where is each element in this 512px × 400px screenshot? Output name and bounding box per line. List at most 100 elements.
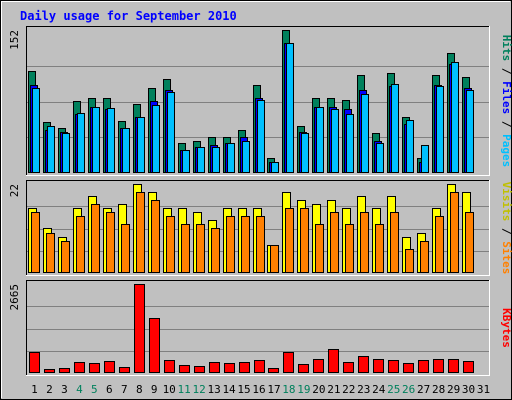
bar-pages-day-11 bbox=[182, 150, 190, 173]
bar-pages-day-30 bbox=[466, 90, 474, 173]
x-tick-label-day-16: 16 bbox=[252, 383, 265, 396]
x-tick-label-day-5: 5 bbox=[91, 383, 98, 396]
bar-kbytes-day-8 bbox=[134, 284, 145, 373]
side-legend-label: Hits / Files / Pages bbox=[500, 35, 512, 168]
x-tick-label-day-15: 15 bbox=[237, 383, 250, 396]
x-tick-label-day-29: 29 bbox=[447, 383, 460, 396]
bar-sites-day-14 bbox=[226, 216, 235, 273]
bar-pages-day-9 bbox=[152, 105, 160, 173]
bar-kbytes-day-3 bbox=[59, 368, 70, 373]
bar-pages-day-23 bbox=[361, 94, 369, 173]
bar-sites-day-18 bbox=[285, 208, 294, 273]
x-tick-label-day-27: 27 bbox=[417, 383, 430, 396]
bar-kbytes-day-30 bbox=[463, 361, 474, 373]
x-axis-labels: 1 2 3 4 5 6 7 8 9 10 11 12 13 14 15 16 17 18 19 20 21 22 23 24 2… bbox=[31, 383, 490, 396]
bar-kbytes-day-13 bbox=[209, 362, 220, 373]
bar-kbytes-day-1 bbox=[29, 352, 40, 373]
x-tick-label-day-1: 1 bbox=[31, 383, 38, 396]
side-legend-part: Visits bbox=[500, 182, 512, 222]
bar-sites-day-12 bbox=[196, 224, 205, 273]
bar-kbytes-day-20 bbox=[313, 359, 324, 373]
bar-pages-day-3 bbox=[62, 133, 70, 173]
bar-sites-day-24 bbox=[375, 224, 384, 273]
bar-sites-day-25 bbox=[390, 212, 399, 273]
bar-kbytes-day-11 bbox=[179, 365, 190, 373]
bar-pages-day-13 bbox=[212, 147, 220, 173]
bar-kbytes-day-21 bbox=[328, 349, 339, 373]
bar-pages-day-2 bbox=[47, 126, 55, 173]
bar-kbytes-day-2 bbox=[44, 369, 55, 373]
x-tick-label-day-30: 30 bbox=[462, 383, 475, 396]
side-legend-part: Hits bbox=[500, 35, 512, 62]
bar-sites-day-3 bbox=[61, 241, 70, 273]
x-tick-label-day-26: 26 bbox=[402, 383, 415, 396]
side-legend-part: Pages bbox=[500, 134, 512, 167]
bar-sites-day-20 bbox=[315, 224, 324, 273]
panel-visits-sites: 22 Visits / Sites bbox=[8, 180, 512, 276]
x-tick-label-day-8: 8 bbox=[136, 383, 143, 396]
x-tick-label-day-3: 3 bbox=[61, 383, 68, 396]
x-tick-label-day-25: 25 bbox=[387, 383, 400, 396]
side-legend-label: Visits / Sites bbox=[500, 182, 512, 275]
bar-pages-day-25 bbox=[391, 84, 399, 173]
bar-pages-day-5 bbox=[92, 107, 100, 173]
bar-kbytes-day-29 bbox=[448, 359, 459, 373]
side-legend-part: KBytes bbox=[500, 308, 512, 348]
bar-sites-day-4 bbox=[76, 216, 85, 273]
bar-sites-day-28 bbox=[435, 216, 444, 273]
x-tick-label-day-18: 18 bbox=[282, 383, 295, 396]
bar-sites-day-15 bbox=[241, 216, 250, 273]
bar-sites-day-7 bbox=[121, 224, 130, 273]
bar-kbytes-day-22 bbox=[343, 362, 354, 373]
panel-hits-files-pages: 152 Hits / Files / Pages bbox=[8, 26, 512, 176]
bar-kbytes-day-14 bbox=[224, 363, 235, 373]
bar-kbytes-day-12 bbox=[194, 366, 205, 373]
x-tick-label-day-9: 9 bbox=[151, 383, 158, 396]
bar-pages-day-15 bbox=[242, 141, 250, 173]
x-tick-label-day-20: 20 bbox=[312, 383, 325, 396]
bar-sites-day-2 bbox=[46, 233, 55, 273]
bar-kbytes-day-25 bbox=[388, 360, 399, 373]
bar-sites-day-27 bbox=[420, 241, 429, 273]
bar-kbytes-day-18 bbox=[283, 352, 294, 373]
bar-pages-day-12 bbox=[197, 147, 205, 173]
x-tick-label-day-13: 13 bbox=[207, 383, 220, 396]
bar-sites-day-22 bbox=[345, 224, 354, 273]
x-tick-label-day-21: 21 bbox=[327, 383, 340, 396]
side-legend-label: KBytes bbox=[500, 308, 512, 348]
bar-sites-day-13 bbox=[211, 228, 220, 273]
side-legend-part: Files bbox=[500, 81, 512, 114]
y-max-label: 2665 bbox=[8, 284, 21, 311]
x-tick-label-day-7: 7 bbox=[121, 383, 128, 396]
bar-sites-day-26 bbox=[405, 249, 414, 273]
bar-pages-day-22 bbox=[346, 114, 354, 173]
bar-pages-day-24 bbox=[376, 143, 384, 173]
bar-kbytes-day-23 bbox=[358, 356, 369, 373]
bar-pages-day-8 bbox=[137, 117, 145, 173]
bar-kbytes-day-28 bbox=[433, 359, 444, 373]
bar-pages-day-4 bbox=[77, 113, 85, 173]
bar-sites-day-1 bbox=[31, 212, 40, 273]
y-max-label: 22 bbox=[8, 184, 21, 197]
bar-sites-day-23 bbox=[360, 212, 369, 273]
bar-kbytes-day-9 bbox=[149, 318, 160, 373]
bar-pages-day-21 bbox=[331, 109, 339, 173]
x-tick-label-day-22: 22 bbox=[342, 383, 355, 396]
x-tick-label-day-17: 17 bbox=[267, 383, 280, 396]
x-tick-label-day-6: 6 bbox=[106, 383, 113, 396]
x-tick-label-day-24: 24 bbox=[372, 383, 386, 396]
x-tick-label-day-2: 2 bbox=[46, 383, 53, 396]
bar-pages-day-14 bbox=[227, 143, 235, 173]
x-tick-label-day-14: 14 bbox=[222, 383, 236, 396]
bar-pages-day-27 bbox=[421, 145, 429, 173]
bar-kbytes-day-5 bbox=[89, 363, 100, 373]
side-legend-part: / bbox=[500, 61, 512, 81]
bar-sites-day-9 bbox=[151, 200, 160, 273]
bar-pages-day-20 bbox=[316, 107, 324, 173]
x-tick-label-day-31: 31 bbox=[477, 383, 490, 396]
x-tick-label-day-10: 10 bbox=[163, 383, 176, 396]
bar-pages-day-28 bbox=[436, 86, 444, 173]
